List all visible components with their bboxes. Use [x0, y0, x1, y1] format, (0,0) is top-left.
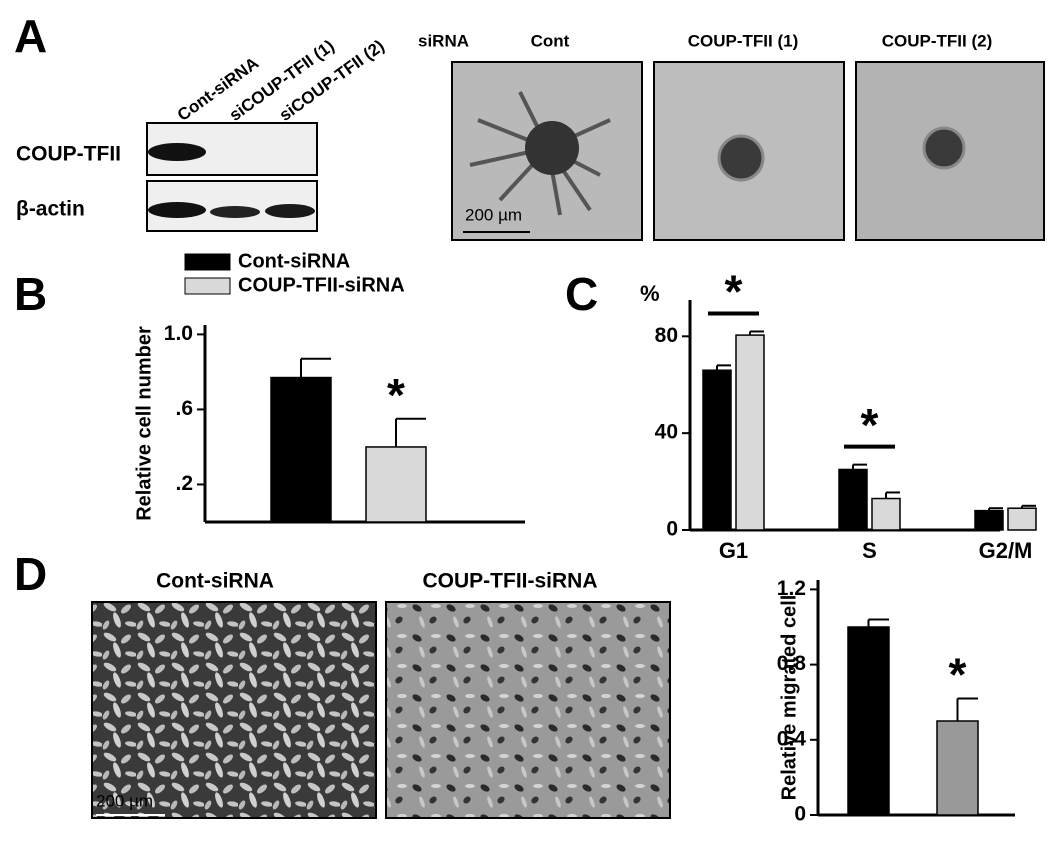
- migration-image: [91, 601, 377, 819]
- y-tick-label: 0.4: [777, 727, 807, 750]
- condition-label: COUP-TFII (2): [882, 31, 993, 50]
- spheroid-label: siRNA: [418, 31, 469, 50]
- annotation: *: [861, 399, 879, 451]
- migration-image: [385, 601, 671, 819]
- legend-swatch: [184, 277, 231, 295]
- blot-band: [148, 202, 206, 218]
- x-tick-label: G2/M: [979, 538, 1033, 563]
- y-tick-label: 0.8: [777, 652, 807, 675]
- y-tick-label: .6: [175, 397, 193, 420]
- blot-band: [265, 204, 315, 218]
- legend-label: COUP-TFII-siRNA: [238, 274, 405, 296]
- bar: [974, 509, 1004, 531]
- condition-label: COUP-TFII (1): [688, 31, 799, 50]
- annotation: *: [387, 369, 405, 421]
- annotation: *: [949, 649, 967, 701]
- y-tick-label: 1.2: [777, 577, 806, 600]
- y-tick-label: 0: [794, 803, 806, 826]
- y-axis-label: Relative cell number: [133, 326, 155, 521]
- x-tick-label: S: [862, 538, 877, 563]
- bar: [365, 446, 427, 523]
- blot-row-label: β-actin: [16, 198, 85, 221]
- blot-band: [148, 143, 206, 161]
- bar: [735, 334, 765, 531]
- bar: [936, 720, 979, 816]
- blot-box: [146, 122, 318, 176]
- panel-label: B: [14, 268, 47, 320]
- y-tick-label: 40: [655, 421, 678, 444]
- bar: [1007, 507, 1037, 531]
- blot-band: [210, 206, 260, 218]
- condition-label: Cont: [531, 31, 570, 50]
- condition-label: Cont-siRNA: [156, 570, 274, 593]
- spheroid: [717, 134, 765, 182]
- panel-label: D: [14, 548, 47, 600]
- bar: [838, 468, 868, 531]
- y-axis-label: Relative migrated cell: [778, 595, 800, 801]
- y-tick-label: 0: [666, 518, 678, 541]
- bar: [847, 626, 890, 816]
- y-tick-label: 80: [655, 324, 678, 347]
- spheroid: [525, 121, 579, 175]
- y-axis-label: %: [640, 281, 660, 306]
- bar: [270, 376, 332, 523]
- y-tick-label: .2: [175, 472, 193, 495]
- scale-bar-label: 200 µm: [465, 205, 522, 224]
- scale-bar-label: 200 µm: [96, 791, 153, 810]
- panel-label: A: [14, 10, 47, 62]
- blot-lane-labels: Cont-siRNA siCOUP-TFII (1) siCOUP-TFII (…: [174, 36, 388, 125]
- legend-swatch: [184, 253, 231, 271]
- x-tick-label: G1: [719, 538, 748, 563]
- annotation: *: [725, 266, 743, 318]
- blot-row-label: COUP-TFII: [16, 143, 121, 166]
- condition-label: COUP-TFII-siRNA: [423, 570, 598, 593]
- panel-label: C: [565, 268, 598, 320]
- y-tick-label: 1.0: [164, 322, 193, 345]
- bar: [871, 497, 901, 531]
- spheroid: [922, 126, 966, 170]
- legend-label: Cont-siRNA: [238, 250, 350, 272]
- bar: [702, 369, 732, 531]
